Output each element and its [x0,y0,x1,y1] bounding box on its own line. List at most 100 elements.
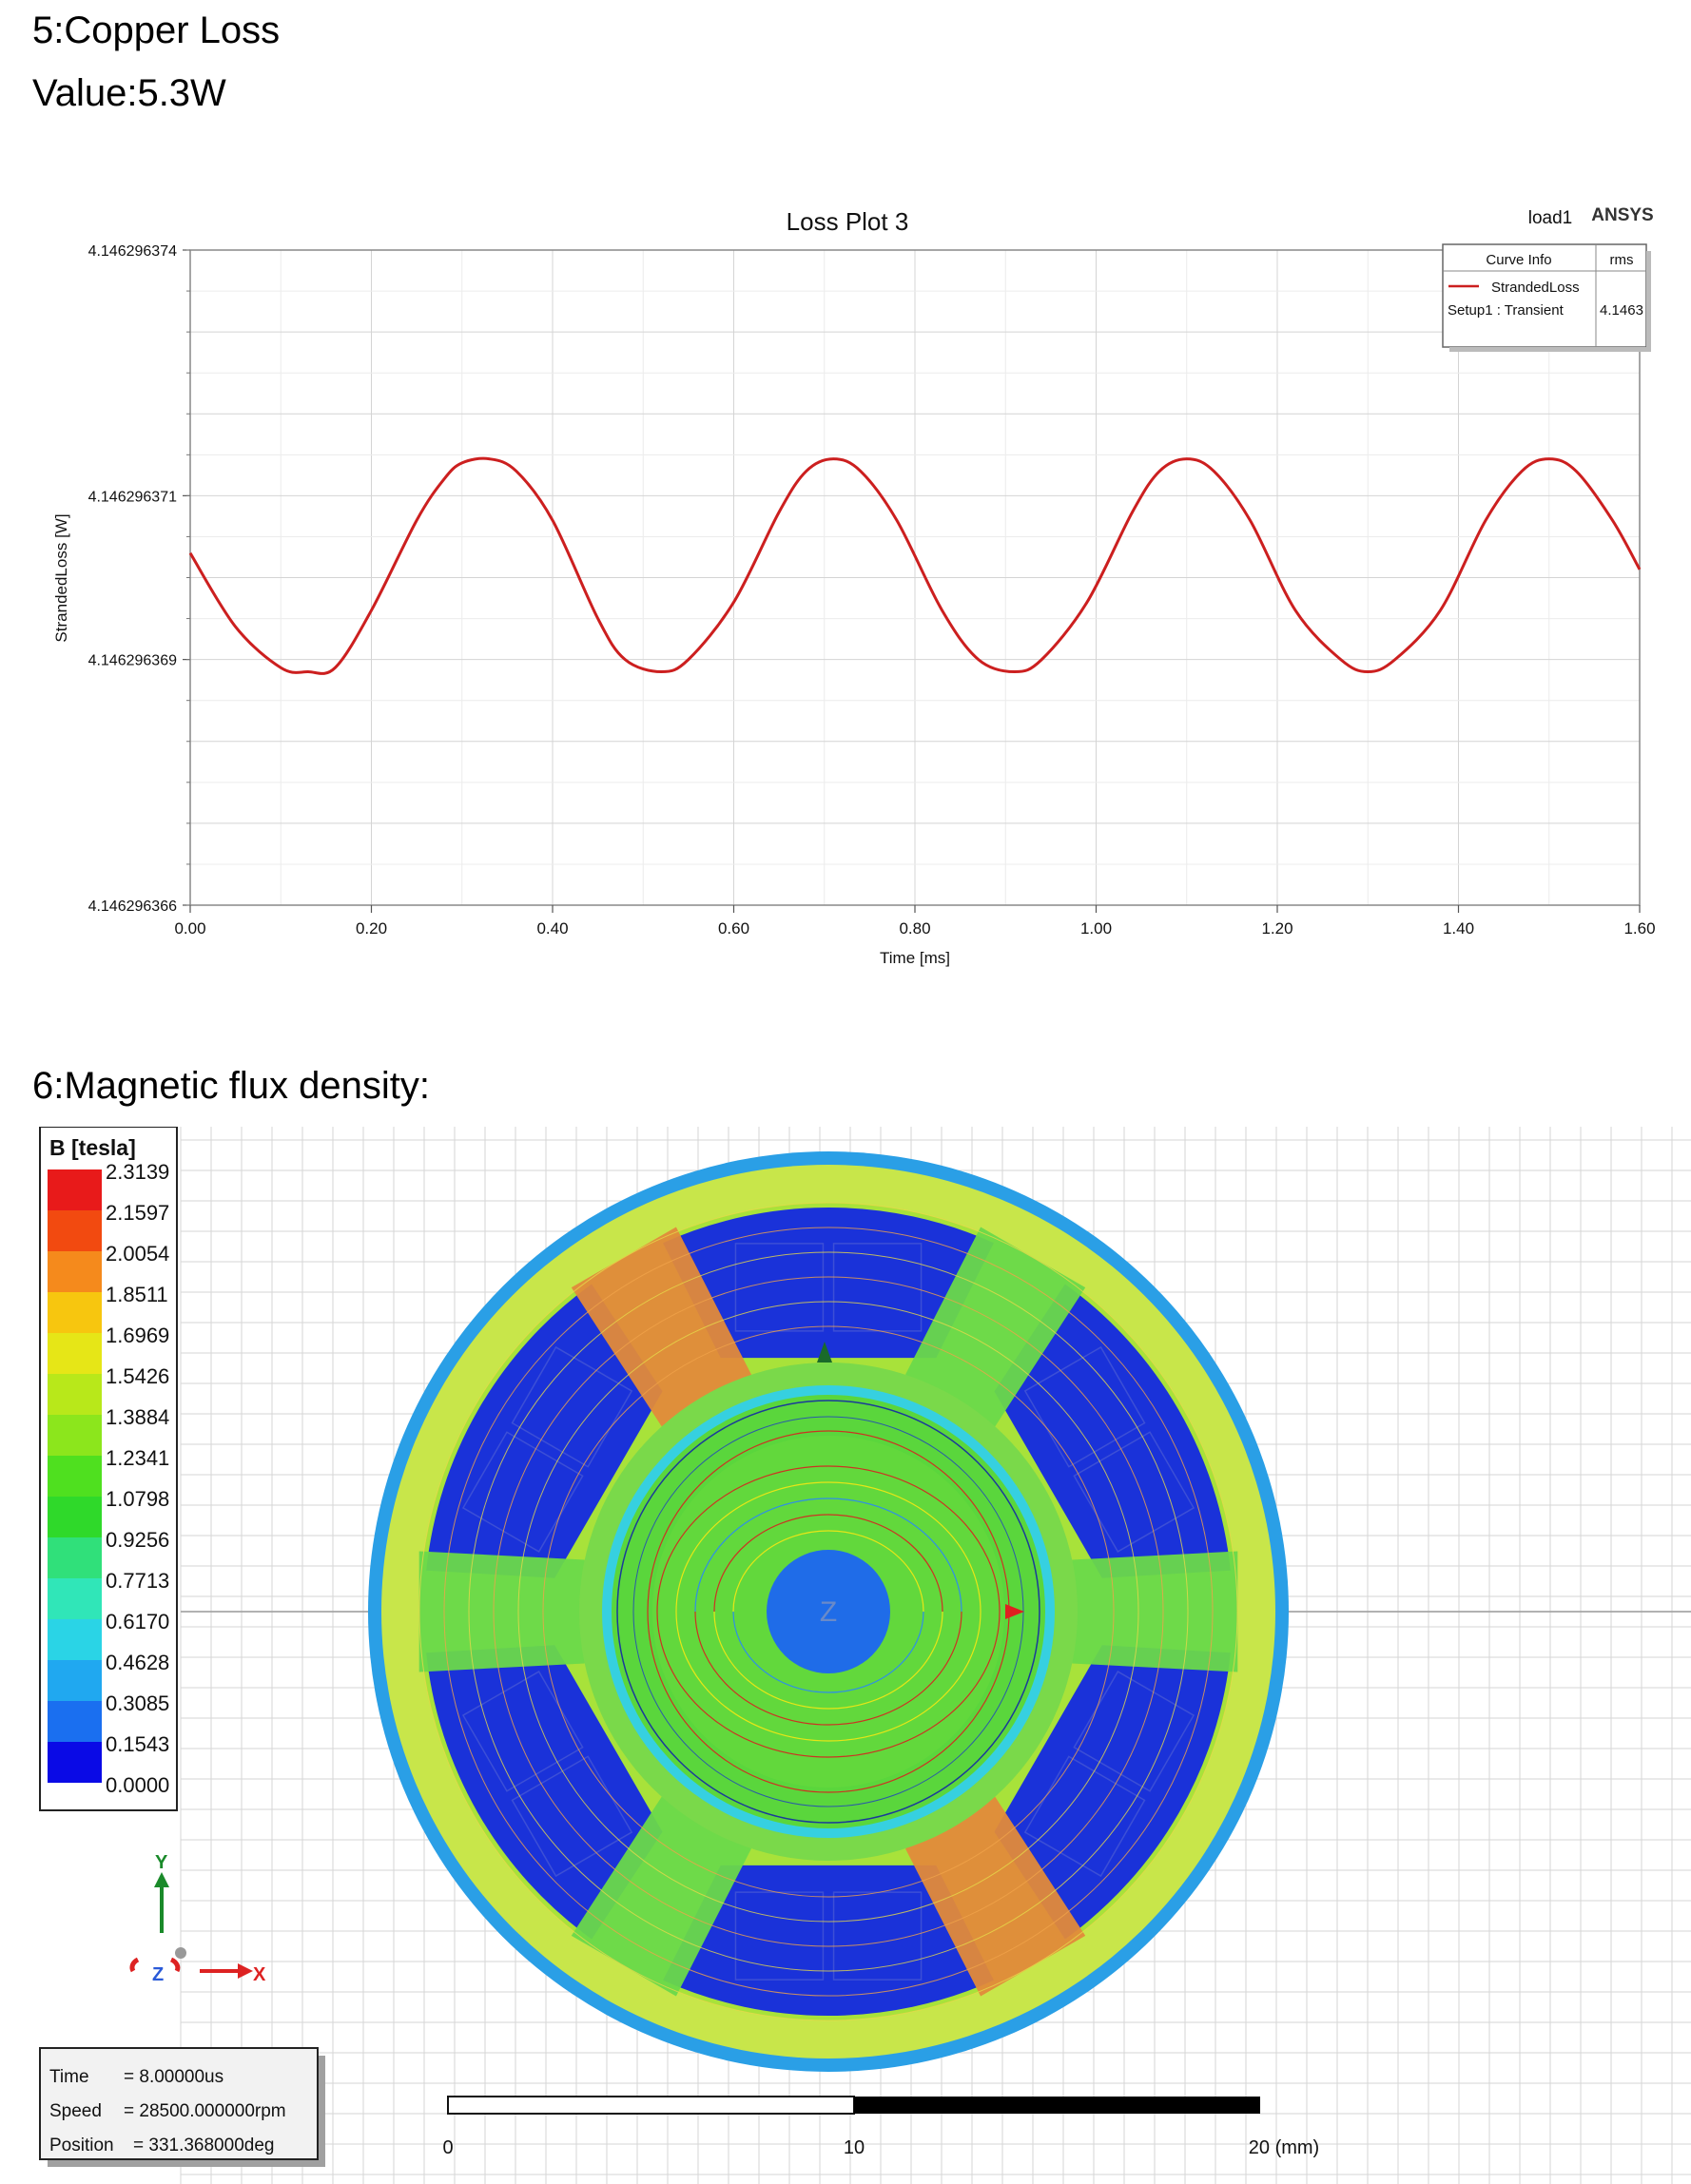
stator-tooth [905,1796,1086,1997]
legend-color-swatch [48,1742,102,1783]
legend-value: 1.5426 [106,1364,169,1388]
legend-color-swatch [48,1456,102,1497]
flux-line [694,1498,962,1613]
chart-ticks: 0.00 0.20 0.40 0.60 0.80 1.00 1.20 1.40 1.60 4.14… [88,243,1656,937]
flux-line [656,1465,1001,1613]
motor-cross-section: Z [368,1151,1289,2072]
legend-value: 1.8511 [106,1283,168,1306]
x-tick-label: 1.00 [1080,919,1112,937]
legend-color-swatch [48,1537,102,1578]
x-tick-label: 0.20 [356,919,387,937]
b-field-legend: B [tesla] 2.3139 2.1597 2.0054 1.8511 1.6969… [39,1127,178,1811]
magnet-ring [616,1400,1040,1824]
x-tick-label: 1.20 [1261,919,1293,937]
legend-value: 2.0054 [106,1242,169,1266]
stator-slot [663,1865,994,2017]
legend-value: 1.0798 [106,1487,169,1511]
stator-tooth [571,1796,751,1997]
stator-tooth [1072,1551,1238,1672]
x-tick-label: 0.80 [899,919,930,937]
x-tick-label: 1.40 [1443,919,1474,937]
legend-setup: Setup1 : Transient [1448,302,1565,319]
legend-value: 2.3139 [106,1160,169,1184]
x-tick-label: 1.60 [1623,919,1655,937]
axis-triad: Y X Z [129,1852,266,1985]
stator-tooth [418,1551,585,1672]
axis-y-label: Y [155,1852,168,1873]
flux-line [732,1530,924,1613]
legend-value: 0.4628 [106,1651,169,1674]
flux-line [656,1611,1001,1758]
rotor-arrow-right [1005,1604,1024,1619]
flux-line [675,1611,982,1742]
legend-color-swatch [48,1660,102,1701]
legend-color-swatch [48,1374,102,1415]
legend-color-swatch [48,1210,102,1251]
flux-line [732,1611,924,1693]
y-axis-label: StrandedLoss [W] [52,513,70,642]
legend-color-swatch [48,1251,102,1292]
legend-color-swatch [48,1497,102,1537]
legend-value: 0.6170 [106,1610,169,1633]
yoke-flux-line [517,1301,1139,1923]
legend-header: Curve Info [1486,252,1551,268]
info-time-label: Time [49,2067,89,2087]
flux-line [713,1514,943,1613]
scale-label-min: 0 [442,2137,453,2158]
y-tick-label: 4.146296369 [88,653,178,669]
legend-stat-value: 4.1463 [1600,302,1643,319]
legend-value: 0.9256 [106,1528,169,1552]
legend-value: 1.6969 [106,1324,169,1347]
copper-loss-title: 5:Copper Loss [32,10,281,51]
chart-title: Loss Plot 3 [787,207,909,236]
stator-tooth [571,1227,751,1427]
chart-legend: Curve Info rms StrandedLoss Setup1 : Tra… [1442,243,1651,352]
info-speed-value: = 28500.000000rpm [124,2101,286,2121]
rotor-arrow-up [817,1342,832,1363]
legend-value: 0.0000 [106,1773,169,1797]
flux-line [713,1611,943,1710]
flux-lines [418,1202,1238,2021]
legend-color-swatch [48,1619,102,1660]
shaft [767,1550,890,1673]
info-speed-label: Speed [49,2101,102,2121]
x-tick-label: 0.60 [718,919,749,937]
legend-value: 1.2341 [106,1446,169,1470]
yoke-flux-line [542,1325,1115,1898]
axis-z-label: Z [152,1964,164,1985]
simulation-info-box: Time = 8.00000us Speed = 28500.000000rpm… [39,2047,325,2167]
axis-x-label: X [253,1964,266,1985]
yoke-flux-line [493,1276,1164,1947]
scale-label-mid: 10 [844,2137,865,2158]
strandedloss-series-line [188,456,1642,675]
yoke-flux-line [468,1251,1189,1972]
info-time-value: = 8.00000us [124,2067,224,2087]
legend-value: 0.7713 [106,1569,169,1593]
chart-tag-load: load1 [1528,208,1573,228]
flux-density-title: 6:Magnetic flux density: [32,1065,430,1107]
legend-stat-header: rms [1610,252,1634,268]
loss-plot-chart: Loss Plot 3 load1 ANSYS 0.00 0.20 0.40 0.60… [52,205,1656,967]
legend-color-swatch [48,1578,102,1619]
legend-color-swatch [48,1292,102,1333]
x-axis-label: Time [ms] [880,949,950,967]
legend-color-swatch [48,1415,102,1456]
shaft-z-marker: Z [820,1596,837,1628]
legend-title: B [tesla] [49,1135,136,1160]
x-tick-label: 0.00 [174,919,205,937]
yoke-flux-line [443,1227,1214,1997]
info-position-value: = 331.368000deg [133,2136,274,2155]
legend-value: 0.3085 [106,1691,169,1715]
legend-color-swatch [48,1701,102,1742]
legend-color-swatch [48,1169,102,1210]
stator-teeth [418,1227,1238,1997]
chart-gridlines [189,249,1641,906]
flux-line [694,1611,962,1726]
flux-line [675,1481,982,1613]
yoke-flux-line [418,1202,1238,2021]
scale-bar: 0 10 20 (mm) [442,2096,1319,2158]
x-tick-label: 0.40 [536,919,568,937]
legend-value: 2.1597 [106,1201,169,1225]
y-tick-label: 4.146296366 [88,899,178,915]
stator-tooth [905,1227,1086,1427]
